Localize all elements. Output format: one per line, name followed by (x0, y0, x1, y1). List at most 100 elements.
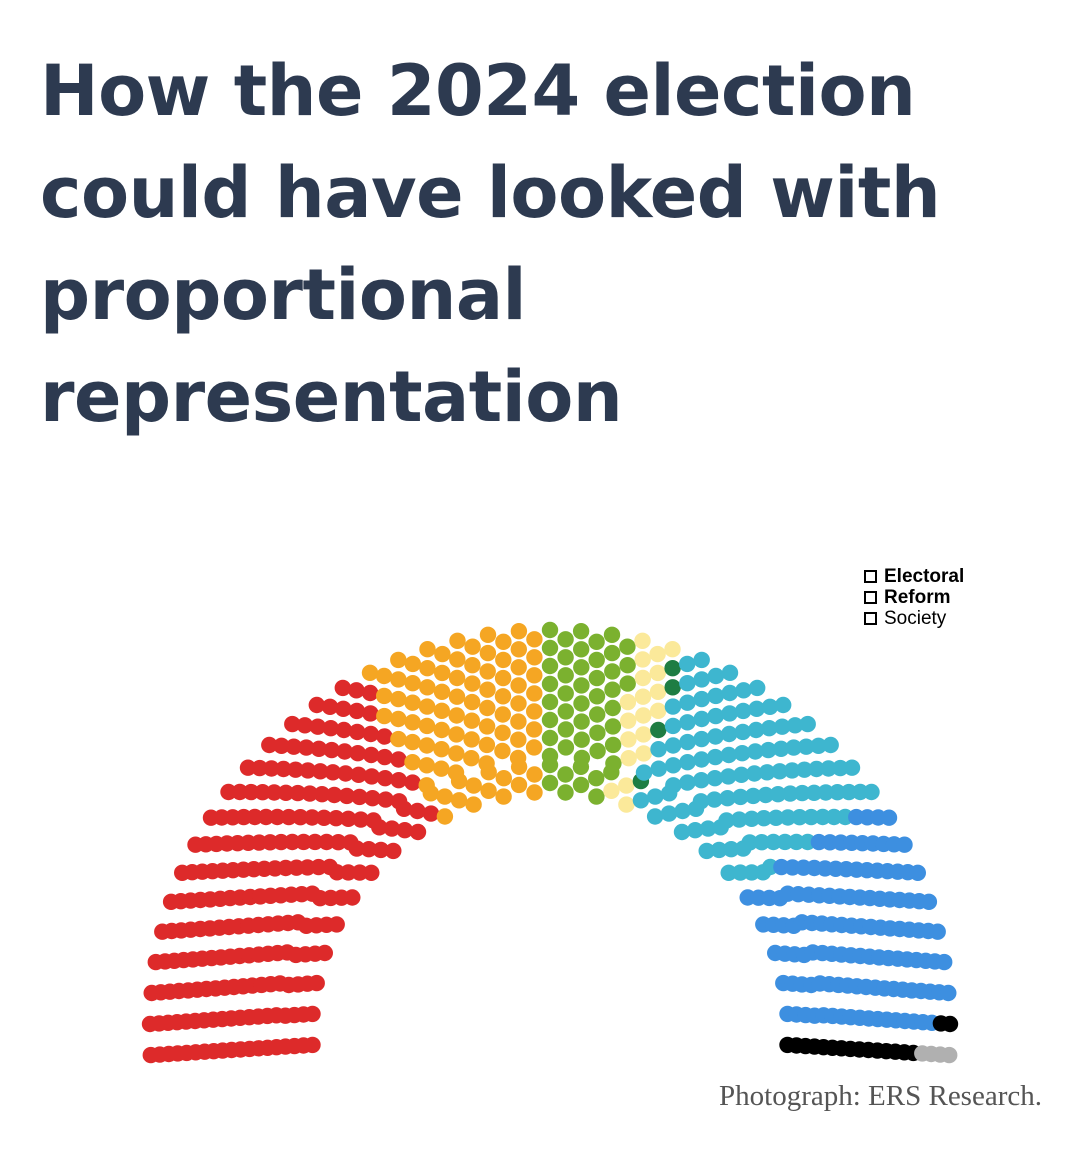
seat-dot (765, 833, 782, 851)
seat-dot (664, 717, 682, 735)
seat-dot (755, 810, 773, 827)
seat-dot (463, 750, 480, 767)
seat-dot (698, 842, 715, 860)
seat-dot (760, 741, 777, 759)
seat-dot (710, 841, 728, 859)
seat-dot (664, 641, 681, 658)
seat-dot (920, 893, 938, 910)
seat-dot (279, 944, 296, 961)
seat-dot (863, 783, 880, 801)
logo-line-3: Society (884, 608, 947, 629)
seat-dot (448, 669, 466, 687)
seat-dot (257, 808, 275, 826)
seat-dot (404, 675, 421, 692)
seat-dot (721, 705, 738, 722)
seat-dot (573, 659, 590, 676)
seat-dot (604, 718, 622, 735)
seat-dot (433, 741, 450, 758)
logo-box-icon (864, 591, 877, 604)
seat-dot (619, 693, 637, 711)
photo-caption: Photograph: ERS Research. (719, 1080, 1042, 1112)
seat-dot (479, 663, 496, 680)
seat-dot (464, 675, 481, 692)
seat-dot (757, 786, 774, 804)
seat-dot (603, 644, 621, 662)
seat-dot (323, 741, 340, 759)
seat-dot (419, 679, 436, 696)
seat-dot (231, 783, 248, 801)
seat-dot (810, 737, 827, 754)
seat-dot (285, 738, 302, 755)
seat-dot (745, 787, 762, 805)
seat-dot (304, 1005, 321, 1023)
seat-dot (351, 788, 368, 806)
seat-dot (820, 760, 837, 777)
seat-dot (404, 714, 421, 731)
seat-dot (929, 923, 946, 940)
seat-dot (723, 841, 740, 858)
seat-dot (409, 823, 427, 841)
seat-dot (786, 717, 804, 734)
seat-dot (463, 731, 480, 748)
seat-dot (557, 739, 575, 756)
seat-dot (852, 783, 869, 801)
seat-dot (693, 651, 710, 669)
seat-dot (940, 984, 957, 1002)
seat-dot (434, 645, 451, 663)
seat-dot (747, 743, 764, 760)
seat-dot (478, 718, 496, 735)
seat-dot (478, 755, 495, 772)
seat-dot (448, 745, 465, 762)
seat-dot (541, 657, 559, 675)
seat-dot (334, 679, 351, 697)
seat-dot (433, 683, 451, 700)
seat-dot (526, 685, 543, 702)
seat-dot (679, 714, 696, 731)
seat-dot (748, 700, 765, 717)
seat-dot (510, 713, 527, 730)
seat-dot (376, 770, 394, 787)
seat-dot (734, 745, 751, 762)
seat-dot (342, 834, 359, 851)
seat-dot (363, 768, 380, 785)
seat-dot (588, 651, 605, 669)
seat-dot (665, 757, 682, 774)
seat-dot (721, 684, 738, 702)
seat-dot (494, 669, 512, 687)
seat-dot (480, 782, 497, 799)
seat-dot (375, 667, 393, 685)
seat-dot (478, 736, 496, 754)
seat-dot (589, 742, 606, 760)
seat-dot (364, 790, 381, 807)
seat-dot (679, 655, 696, 673)
seat-dot (761, 720, 778, 737)
seat-dot (390, 730, 407, 748)
seat-dot (541, 675, 559, 693)
seat-dot (348, 682, 365, 699)
seat-dot (941, 1015, 959, 1033)
seat-dot (292, 809, 309, 826)
seat-dot (573, 677, 590, 694)
seat-dot (774, 718, 791, 735)
seat-dot (385, 842, 402, 860)
seat-dot (743, 864, 760, 881)
seat-dot (324, 764, 342, 781)
seat-dot (352, 811, 369, 828)
seat-dot (419, 641, 436, 658)
seat-dot (557, 649, 574, 666)
seat-dot (280, 808, 297, 826)
seat-dot (287, 761, 304, 778)
seat-dot (735, 702, 752, 720)
seat-dot (679, 774, 696, 791)
seat-dot (646, 808, 664, 825)
seat-dot (693, 710, 710, 728)
logo-row-2: Reform (864, 587, 964, 608)
seat-dot (409, 802, 426, 820)
seat-dot (295, 833, 312, 851)
seat-dot (761, 698, 779, 715)
seat-dot (220, 783, 237, 801)
seat-dot (588, 788, 605, 805)
seat-dot (634, 688, 652, 705)
seat-dot (360, 841, 377, 858)
seat-dot (308, 974, 325, 992)
